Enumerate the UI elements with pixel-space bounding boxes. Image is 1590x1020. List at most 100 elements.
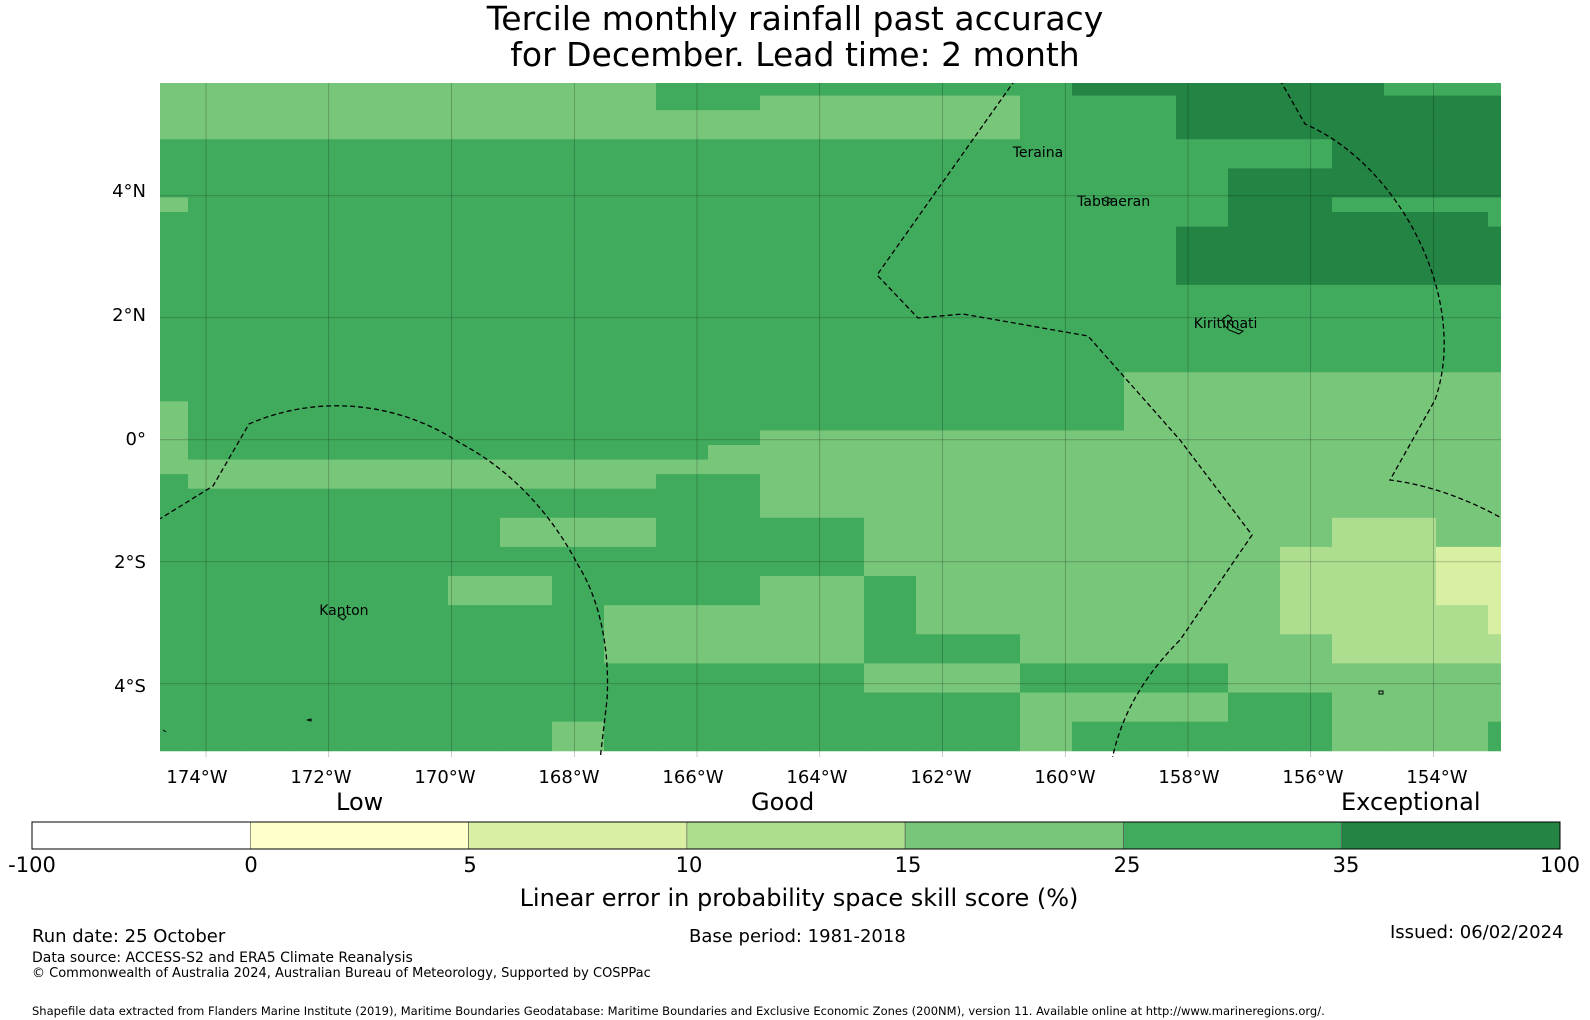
skill-cell bbox=[968, 648, 1021, 664]
skill-cell bbox=[812, 663, 865, 679]
skill-cell bbox=[500, 415, 553, 431]
skill-cell bbox=[1540, 387, 1590, 402]
skill-cell bbox=[1124, 343, 1177, 359]
skill-cell bbox=[292, 110, 345, 126]
skill-cell bbox=[240, 692, 293, 708]
skill-cell bbox=[448, 328, 501, 344]
skill-cell bbox=[500, 648, 553, 664]
skill-cell bbox=[968, 474, 1021, 490]
skill-cell bbox=[968, 83, 1021, 97]
skill-cell bbox=[656, 328, 709, 344]
skill-cell bbox=[760, 241, 813, 257]
skill-cell bbox=[760, 372, 813, 388]
skill-cell bbox=[292, 736, 345, 752]
skill-cell bbox=[188, 677, 241, 694]
skill-cell bbox=[760, 95, 813, 111]
skill-cell bbox=[1436, 83, 1489, 97]
skill-cell bbox=[396, 226, 449, 242]
kiritimati-outline bbox=[1221, 314, 1245, 335]
skill-cell bbox=[708, 386, 761, 402]
skill-cell bbox=[188, 197, 241, 213]
skill-cell bbox=[448, 692, 501, 708]
skill-cell bbox=[1176, 430, 1229, 446]
skill-cell bbox=[656, 605, 709, 621]
skill-cell bbox=[500, 561, 553, 577]
skill-cell bbox=[812, 445, 865, 461]
skill-cell bbox=[812, 197, 865, 213]
skill-cell bbox=[1332, 692, 1385, 708]
lon-label: 156°W bbox=[1282, 767, 1344, 788]
skill-cell bbox=[448, 488, 501, 504]
skill-cell bbox=[500, 357, 553, 373]
skill-cell bbox=[240, 153, 293, 169]
skill-cell bbox=[864, 226, 917, 242]
skill-cell bbox=[604, 459, 657, 475]
skill-cell bbox=[1540, 605, 1590, 620]
skill-cell bbox=[240, 226, 293, 242]
skill-cell bbox=[1540, 722, 1590, 737]
skill-cell bbox=[1540, 372, 1590, 387]
skill-score-grid bbox=[160, 83, 1590, 752]
skill-cell bbox=[656, 197, 709, 213]
skill-cell bbox=[864, 605, 917, 621]
skill-cell bbox=[160, 459, 189, 475]
skill-cell bbox=[1332, 634, 1385, 650]
skill-cell bbox=[760, 197, 813, 213]
skill-cell bbox=[1488, 663, 1501, 679]
skill-cell bbox=[1384, 212, 1437, 228]
skill-cell bbox=[448, 124, 501, 140]
skill-cell bbox=[1540, 576, 1590, 591]
skill-cell bbox=[916, 299, 969, 315]
skill-cell bbox=[604, 663, 657, 679]
skill-cell bbox=[1384, 110, 1437, 126]
skill-cell bbox=[1540, 532, 1590, 547]
skill-cell bbox=[864, 677, 917, 694]
skill-cell bbox=[1072, 139, 1125, 155]
skill-cell bbox=[1436, 386, 1489, 402]
skill-cell bbox=[1280, 707, 1333, 723]
skill-cell bbox=[292, 372, 345, 388]
skill-cell bbox=[240, 255, 293, 271]
skill-cell bbox=[760, 430, 813, 446]
skill-cell bbox=[552, 168, 605, 184]
skill-cell bbox=[968, 634, 1021, 650]
skill-cell bbox=[448, 182, 501, 198]
skill-cell bbox=[160, 313, 189, 330]
colorbar-segment bbox=[249, 821, 469, 850]
skill-cell bbox=[292, 139, 345, 155]
skill-cell bbox=[240, 488, 293, 504]
skill-cell bbox=[1072, 619, 1125, 635]
skill-cell bbox=[396, 517, 449, 533]
skill-cell bbox=[1020, 590, 1073, 606]
skill-cell bbox=[1176, 576, 1229, 592]
skill-cell bbox=[188, 488, 241, 504]
skill-cell bbox=[448, 255, 501, 271]
skill-cell bbox=[1072, 736, 1125, 752]
skill-cell bbox=[1020, 707, 1073, 723]
skill-cell bbox=[1072, 83, 1125, 97]
skill-cell bbox=[552, 415, 605, 431]
skill-cell bbox=[864, 95, 917, 111]
skill-cell bbox=[552, 313, 605, 330]
skill-cell bbox=[160, 576, 189, 592]
skill-cell bbox=[188, 284, 241, 300]
skill-cell bbox=[604, 139, 657, 155]
skill-cell bbox=[708, 415, 761, 431]
skill-cell bbox=[1280, 299, 1333, 315]
skill-cell bbox=[344, 634, 397, 650]
skill-cell bbox=[1020, 430, 1073, 446]
skill-cell bbox=[1488, 721, 1501, 737]
skill-cell bbox=[656, 445, 709, 461]
graticule bbox=[160, 83, 1501, 757]
skill-cell bbox=[448, 648, 501, 664]
skill-cell bbox=[448, 590, 501, 606]
skill-cell bbox=[864, 197, 917, 213]
skill-cell bbox=[500, 299, 553, 315]
skill-cell bbox=[188, 474, 241, 490]
skill-cell bbox=[1020, 313, 1073, 330]
skill-cell bbox=[1228, 605, 1281, 621]
skill-cell bbox=[1488, 648, 1501, 664]
skill-cell bbox=[188, 648, 241, 664]
skill-cell bbox=[1072, 576, 1125, 592]
skill-cell bbox=[708, 546, 761, 562]
